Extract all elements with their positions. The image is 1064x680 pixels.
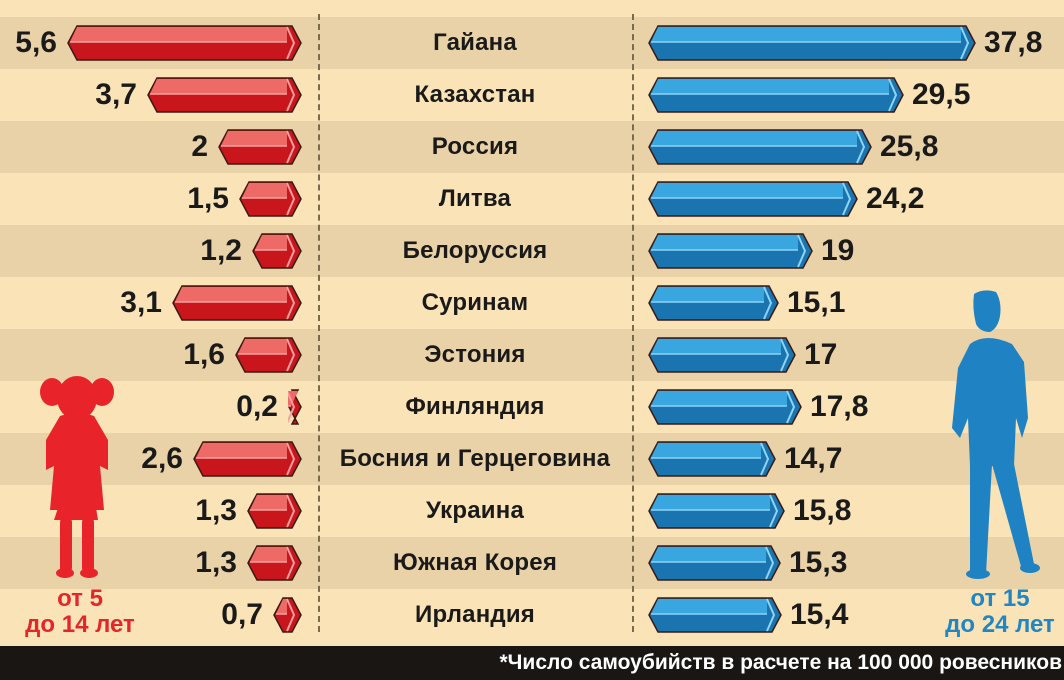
country-label: Литва xyxy=(438,185,512,212)
value-label-age-15-24: 15,4 xyxy=(790,598,849,631)
country-label: Белоруссия xyxy=(402,237,548,264)
country-label: Суринам xyxy=(421,289,529,316)
bar-age-15-24 xyxy=(648,233,813,269)
row-stripe xyxy=(0,537,1064,589)
value-label-age-15-24: 15,8 xyxy=(793,494,852,527)
bar-age-5-14 xyxy=(67,25,302,61)
chart-row: 1,3 Южная Корея 15,3 xyxy=(0,537,1064,589)
value-label-age-5-14: 3,1 xyxy=(120,286,162,319)
legend-right: от 15 до 24 лет xyxy=(936,586,1064,638)
bar-age-15-24 xyxy=(648,129,872,165)
value-label-age-5-14: 1,6 xyxy=(183,338,225,371)
value-label-age-15-24: 25,8 xyxy=(880,130,939,163)
chart-row: 1,2 Белоруссия 19 xyxy=(0,225,1064,277)
chart-row: 0,2 Финляндия 17,8 xyxy=(0,381,1064,433)
bar-age-15-24 xyxy=(648,25,976,61)
chart-row: 1,3 Украина 15,8 xyxy=(0,485,1064,537)
bar-age-15-24 xyxy=(648,337,796,373)
chart-row: 2 Россия 25,8 xyxy=(0,121,1064,173)
legend-right-line2: до 24 лет xyxy=(945,611,1055,638)
chart-row: 1,6 Эстония 17 xyxy=(0,329,1064,381)
legend-left-line2: до 14 лет xyxy=(25,611,135,638)
legend-left: от 5 до 14 лет xyxy=(10,586,150,638)
chart-row: 1,5 Литва 24,2 xyxy=(0,173,1064,225)
country-label: Босния и Герцеговина xyxy=(339,445,611,472)
bar-age-5-14 xyxy=(193,441,302,477)
bar-age-15-24 xyxy=(648,597,782,633)
row-stripe xyxy=(0,329,1064,381)
left-divider xyxy=(318,14,320,632)
value-label-age-15-24: 24,2 xyxy=(866,182,925,215)
country-label: Гайана xyxy=(433,29,517,56)
value-label-age-5-14: 5,6 xyxy=(15,26,57,59)
bar-age-15-24 xyxy=(648,77,904,113)
bar-age-15-24 xyxy=(648,389,802,425)
bar-age-5-14 xyxy=(273,597,302,633)
bar-age-5-14 xyxy=(172,285,302,321)
value-label-age-15-24: 14,7 xyxy=(784,442,843,475)
value-label-age-15-24: 37,8 xyxy=(984,26,1043,59)
row-stripe xyxy=(0,121,1064,173)
footnote-text: *Число самоубийств в расчете на 100 000 … xyxy=(499,651,1063,674)
bar-age-15-24 xyxy=(648,285,779,321)
bar-age-5-14 xyxy=(247,545,302,581)
country-label: Россия xyxy=(431,133,519,160)
value-label-age-15-24: 15,3 xyxy=(789,546,848,579)
girl-silhouette-icon xyxy=(40,376,114,578)
value-label-age-5-14: 1,3 xyxy=(195,494,237,527)
chart-row: 2,6 Босния и Герцеговина 14,7 xyxy=(0,433,1064,485)
value-label-age-5-14: 2,6 xyxy=(141,442,183,475)
value-label-age-15-24: 29,5 xyxy=(912,78,971,111)
bar-age-15-24 xyxy=(648,441,776,477)
value-label-age-5-14: 0,7 xyxy=(221,598,263,631)
row-stripe xyxy=(0,433,1064,485)
value-label-age-5-14: 1,5 xyxy=(187,182,229,215)
country-label: Финляндия xyxy=(405,393,545,420)
value-label-age-5-14: 0,2 xyxy=(236,390,278,423)
bar-age-15-24 xyxy=(648,493,785,529)
right-divider xyxy=(632,14,634,632)
country-label: Эстония xyxy=(424,341,526,368)
country-label: Казахстан xyxy=(414,81,536,108)
bar-age-5-14 xyxy=(235,337,302,373)
bar-age-15-24 xyxy=(648,545,781,581)
legend-right-line1: от 15 xyxy=(970,585,1030,612)
value-label-age-5-14: 3,7 xyxy=(95,78,137,111)
bar-age-5-14 xyxy=(286,389,302,425)
value-label-age-5-14: 1,2 xyxy=(200,234,242,267)
row-stripe xyxy=(0,225,1064,277)
chart-row: 5,6 Гайана 37,8 xyxy=(0,17,1064,69)
value-label-age-5-14: 1,3 xyxy=(195,546,237,579)
bar-age-5-14 xyxy=(247,493,302,529)
bar-age-5-14 xyxy=(252,233,302,269)
bar-age-5-14 xyxy=(239,181,302,217)
chart-row: 0,7 Ирландия 15,4 xyxy=(0,589,1064,641)
country-label: Украина xyxy=(425,497,525,524)
footnote-bar: *Число самоубийств в расчете на 100 000 … xyxy=(0,646,1064,680)
young-man-silhouette-icon xyxy=(952,290,1040,579)
chart-row: 3,7 Казахстан 29,5 xyxy=(0,69,1064,121)
value-label-age-15-24: 17 xyxy=(804,338,838,371)
value-label-age-15-24: 15,1 xyxy=(787,286,846,319)
bar-age-15-24 xyxy=(648,181,858,217)
value-label-age-15-24: 19 xyxy=(821,234,855,267)
country-label: Ирландия xyxy=(415,601,535,628)
country-label: Южная Корея xyxy=(392,549,558,576)
legend-left-line1: от 5 xyxy=(57,585,103,612)
chart-row: 3,1 Суринам 15,1 xyxy=(0,277,1064,329)
bar-age-5-14 xyxy=(147,77,302,113)
bar-age-5-14 xyxy=(218,129,302,165)
value-label-age-15-24: 17,8 xyxy=(810,390,869,423)
value-label-age-5-14: 2 xyxy=(191,130,208,163)
